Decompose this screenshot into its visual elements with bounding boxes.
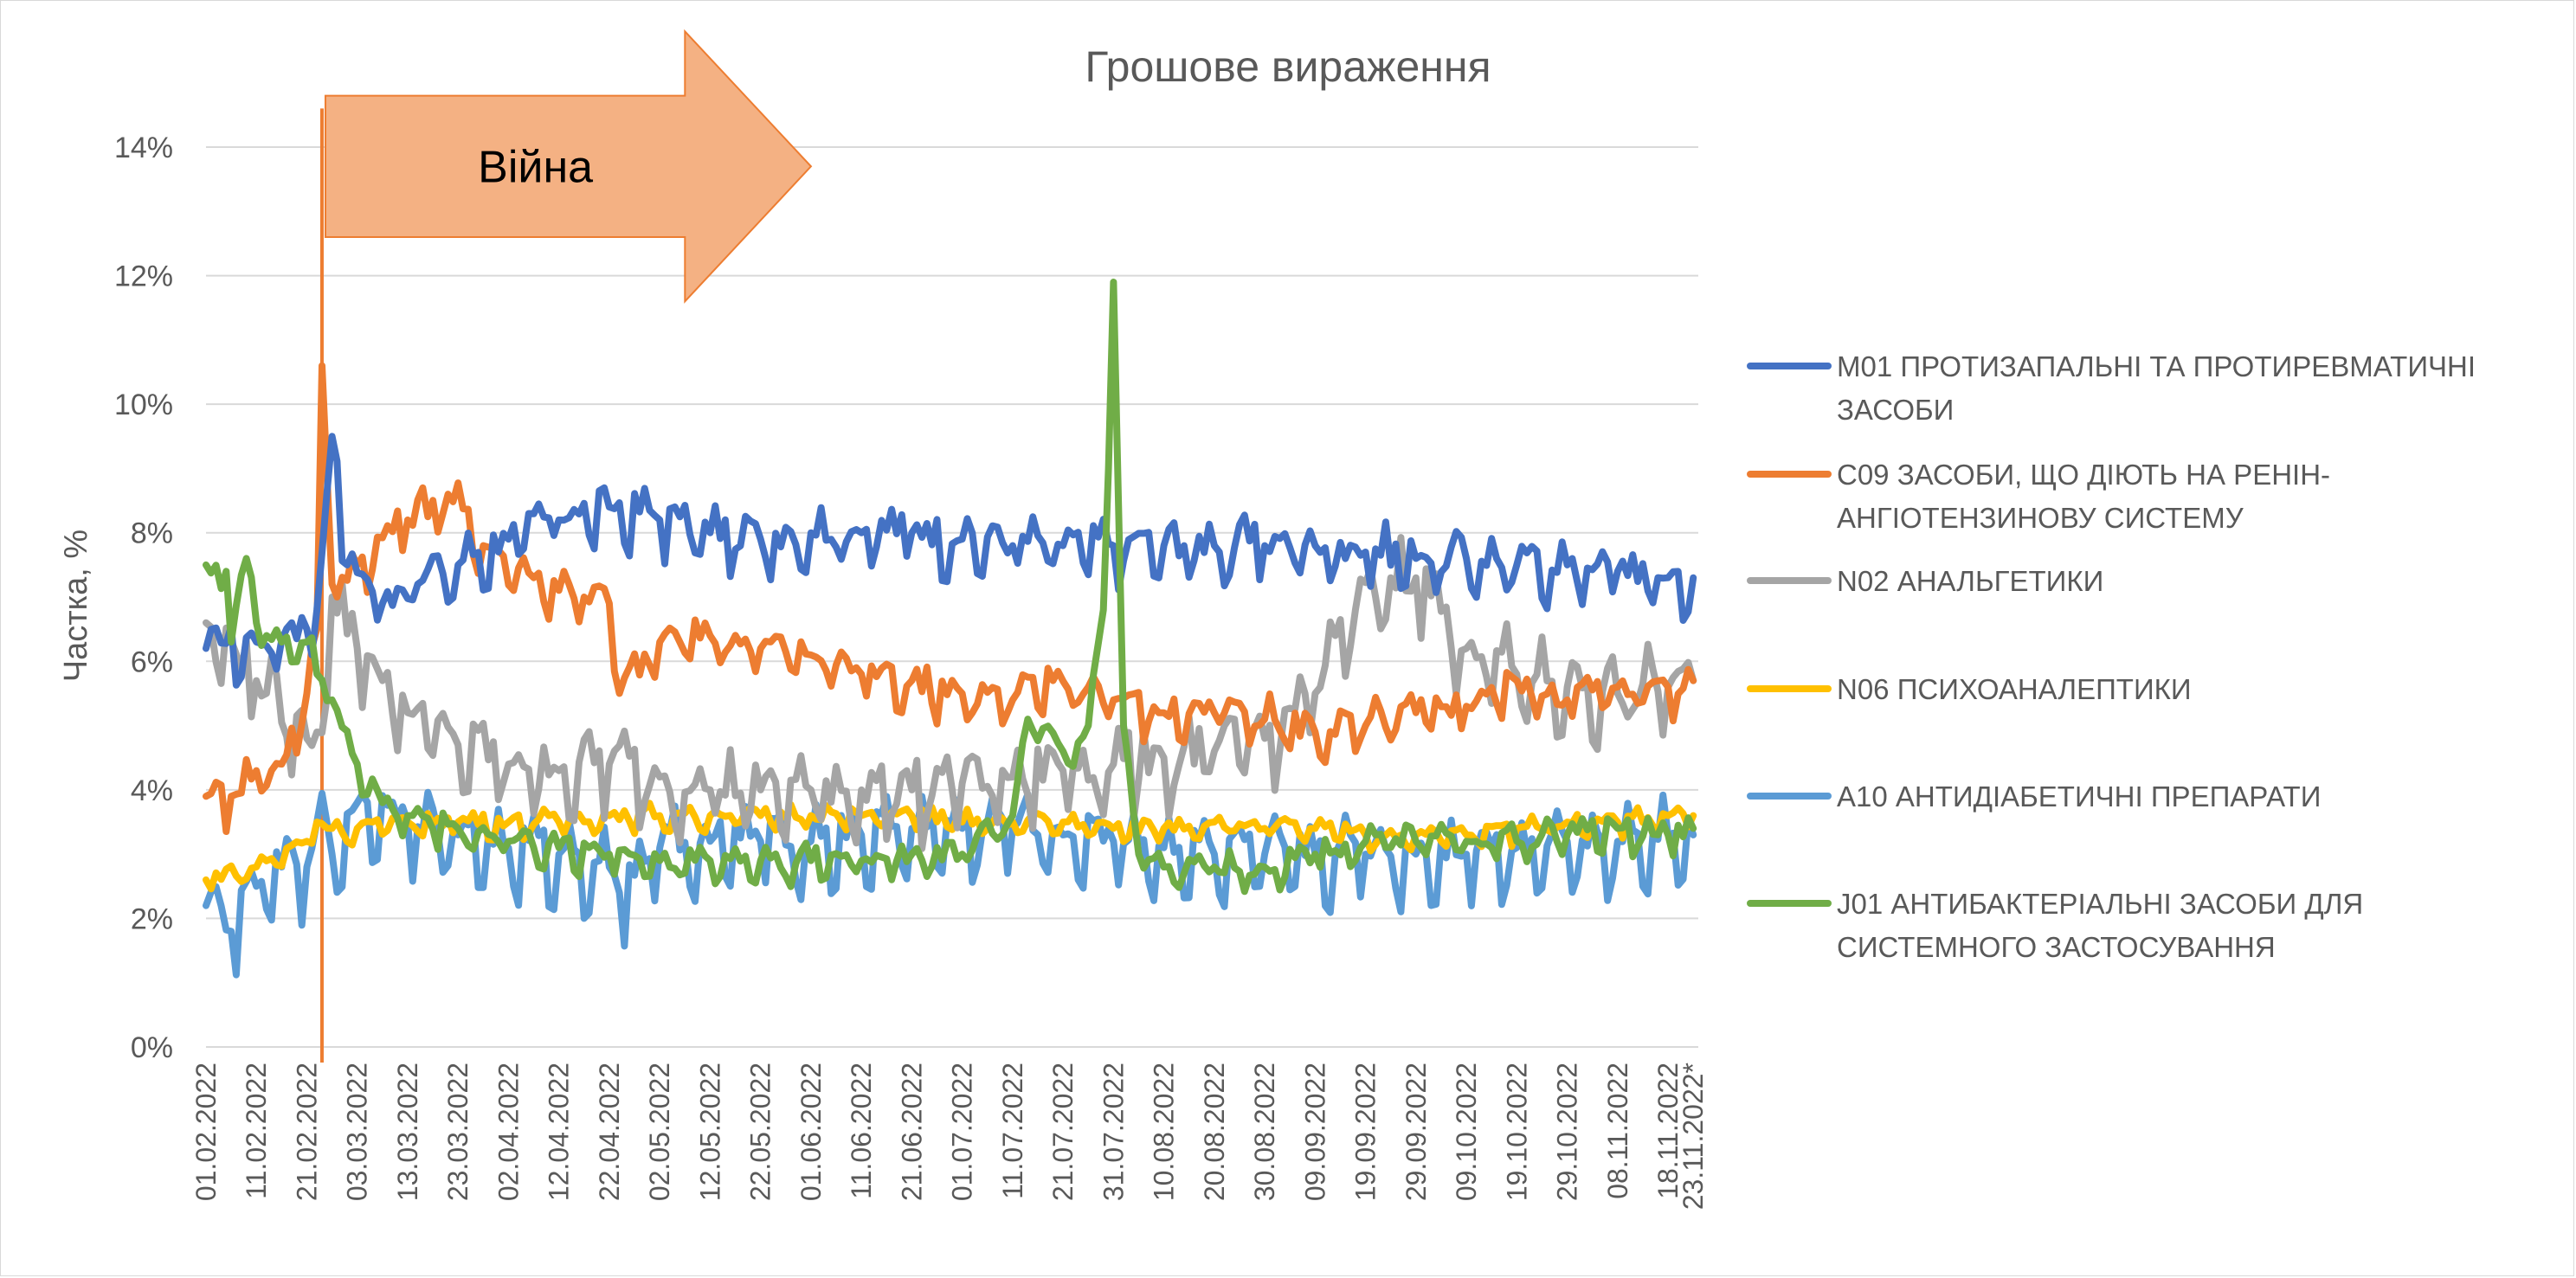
y-tick-label: 2% — [131, 902, 173, 935]
x-tick-label: 21.06.2022 — [896, 1063, 927, 1201]
x-tick-label: 23.11.2022* — [1678, 1063, 1709, 1210]
x-tick-label: 12.04.2022 — [544, 1063, 575, 1201]
y-tick-label: 10% — [114, 389, 173, 421]
war-arrow-label: Війна — [478, 142, 593, 192]
y-axis-label: Частка, % — [58, 530, 94, 682]
x-tick-label: 01.02.2022 — [190, 1063, 222, 1201]
legend-item: C09 ЗАСОБИ, ЩО ДІЮТЬ НА РЕНІН-АНГІОТЕНЗИ… — [1747, 459, 2330, 534]
legend-label: M01 ПРОТИЗАПАЛЬНІ ТА ПРОТИРЕВМАТИЧНІ ЗАСО… — [1837, 350, 2476, 426]
series-line — [203, 800, 1697, 893]
x-tick-label: 29.10.2022 — [1552, 1063, 1583, 1201]
series-line — [203, 279, 1697, 896]
legend: M01 ПРОТИЗАПАЛЬНІ ТА ПРОТИРЕВМАТИЧНІ ЗАСО… — [1747, 350, 2476, 963]
x-tick-label: 10.08.2022 — [1149, 1063, 1180, 1201]
x-tick-label: 11.02.2022 — [241, 1063, 272, 1199]
y-tick-label: 8% — [131, 517, 173, 550]
series-line — [203, 362, 1697, 835]
legend-label: N06 ПСИХОАНАЛЕПТИКИ — [1837, 673, 2192, 705]
war-annotation: Війна — [319, 29, 813, 1063]
legend-label: N02 АНАЛЬГЕТИКИ — [1837, 565, 2103, 597]
x-tick-label: 02.05.2022 — [644, 1063, 675, 1201]
x-tick-label: 23.03.2022 — [442, 1063, 473, 1201]
x-tick-label: 13.03.2022 — [392, 1063, 423, 1201]
x-tick-label: 20.08.2022 — [1199, 1063, 1230, 1201]
war-arrow — [324, 29, 813, 304]
x-tick-label: 09.10.2022 — [1451, 1063, 1482, 1201]
x-tick-label: 21.02.2022 — [291, 1063, 322, 1201]
x-tick-label: 22.05.2022 — [745, 1063, 776, 1201]
x-tick-label: 12.05.2022 — [694, 1063, 725, 1201]
series-line — [203, 433, 1697, 689]
x-tick-label: 11.06.2022 — [846, 1063, 877, 1199]
x-tick-label: 08.11.2022 — [1602, 1063, 1633, 1199]
legend-item: M01 ПРОТИЗАПАЛЬНІ ТА ПРОТИРЕВМАТИЧНІ ЗАСО… — [1747, 350, 2476, 426]
legend-item: N02 АНАЛЬГЕТИКИ — [1747, 565, 2103, 597]
series-line — [203, 534, 1697, 852]
x-tick-label: 09.09.2022 — [1299, 1063, 1330, 1201]
y-tick-label: 12% — [114, 260, 173, 293]
x-tick-label: 01.06.2022 — [795, 1063, 827, 1201]
chart-title: Грошове вираження — [1085, 42, 1491, 91]
x-tick-label: 22.04.2022 — [594, 1063, 625, 1201]
x-tick-label: 29.09.2022 — [1401, 1063, 1432, 1201]
x-tick-label: 02.04.2022 — [493, 1063, 524, 1201]
x-tick-label: 19.09.2022 — [1350, 1063, 1381, 1201]
legend-label: A10 АНТИДІАБЕТИЧНІ ПРЕПАРАТИ — [1837, 780, 2321, 812]
axes: 0% 2% 4% 6% 8% 10% 12% 14% 01.02.2022 11.02.2022 2… — [114, 132, 1709, 1210]
x-tick-label: 11.07.2022 — [997, 1063, 1028, 1199]
x-tick-label: 21.07.2022 — [1047, 1063, 1079, 1201]
x-tick-label: 01.07.2022 — [947, 1063, 978, 1201]
y-tick-label: 0% — [131, 1031, 173, 1064]
y-tick-label: 4% — [131, 774, 173, 807]
x-tick-label: 30.08.2022 — [1249, 1063, 1280, 1201]
legend-item: A10 АНТИДІАБЕТИЧНІ ПРЕПАРАТИ — [1747, 780, 2321, 812]
x-tick-label: 03.03.2022 — [342, 1063, 373, 1201]
legend-label: J01 АНТИБАКТЕРІАЛЬНІ ЗАСОБИ ДЛЯ СИСТЕМНОГ… — [1837, 888, 2363, 963]
y-tick-label: 6% — [131, 645, 173, 678]
x-tick-label: 19.10.2022 — [1501, 1063, 1532, 1201]
legend-item: J01 АНТИБАКТЕРІАЛЬНІ ЗАСОБИ ДЛЯ СИСТЕМНОГ… — [1747, 888, 2363, 963]
legend-label: C09 ЗАСОБИ, ЩО ДІЮТЬ НА РЕНІН-АНГІОТЕНЗИ… — [1837, 459, 2330, 534]
x-tick-label: 31.07.2022 — [1098, 1063, 1129, 1201]
x-tick-label: 18.11.2022 — [1652, 1063, 1684, 1199]
series-lines — [203, 279, 1697, 979]
y-tick-label: 14% — [114, 132, 173, 164]
legend-item: N06 ПСИХОАНАЛЕПТИКИ — [1747, 673, 2192, 705]
